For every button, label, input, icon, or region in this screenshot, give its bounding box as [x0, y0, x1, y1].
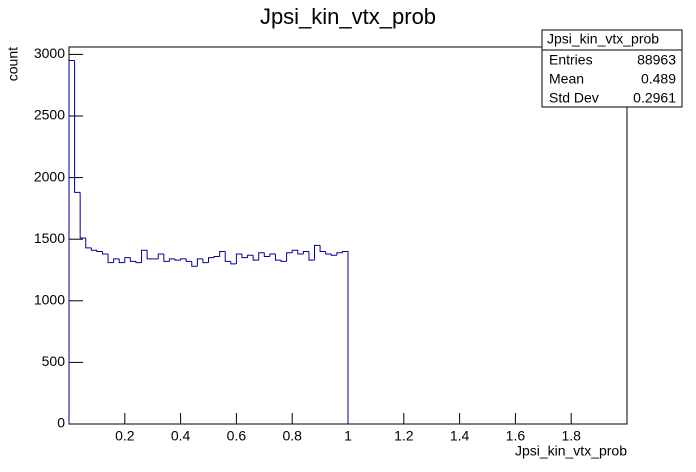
y-tick-label: 3000 — [34, 45, 65, 61]
histogram-bin — [90, 247, 97, 251]
x-tick-label: 0.6 — [227, 428, 247, 444]
histogram-bin — [185, 258, 192, 262]
stats-key: Std Dev — [549, 90, 599, 106]
histogram-bin — [107, 253, 114, 264]
chart-title: Jpsi_kin_vtx_prob — [260, 4, 436, 29]
histogram-bin — [79, 192, 86, 239]
histogram-bin — [146, 250, 153, 260]
histogram-bin — [157, 253, 164, 259]
histogram-bin — [291, 249, 298, 253]
histogram-bin — [141, 249, 148, 263]
y-tick-label: 1000 — [34, 292, 65, 308]
histogram-bin — [174, 258, 181, 261]
stats-key: Mean — [549, 71, 584, 87]
y-tick-label: 0 — [57, 415, 65, 431]
x-tick-label: 1.8 — [561, 428, 581, 444]
histogram-bin — [252, 255, 259, 261]
histogram-bin — [263, 252, 270, 257]
histogram-bin — [219, 251, 226, 257]
stats-box: Jpsi_kin_vtx_prob Entries 88963 Mean 0.4… — [541, 29, 683, 108]
histogram-bin — [118, 258, 125, 264]
histogram-bin — [85, 237, 92, 249]
x-tick-label: 1.4 — [450, 428, 470, 444]
histogram-bin — [180, 258, 187, 261]
histogram-bin — [135, 261, 142, 264]
x-axis-label: Jpsi_kin_vtx_prob — [515, 443, 627, 459]
histogram-bin — [129, 257, 136, 262]
histogram-bin — [241, 253, 248, 259]
stats-frame — [541, 29, 683, 108]
histogram-bin — [314, 244, 321, 261]
histogram-bin — [230, 261, 237, 265]
histogram-bin — [269, 253, 276, 257]
histogram-bin — [286, 252, 293, 262]
histogram-bin — [274, 253, 282, 261]
histogram-bin — [341, 251, 349, 424]
histogram-bin — [213, 255, 220, 258]
x-tick-label: 0.8 — [282, 428, 302, 444]
histogram-bin — [319, 245, 326, 253]
histogram-bin — [297, 250, 304, 255]
histogram-bin — [196, 258, 203, 267]
histogram-bin — [235, 253, 242, 264]
y-tick-label: 1500 — [34, 230, 65, 246]
x-tick-label: 0.2 — [115, 428, 135, 444]
histogram-bin — [247, 254, 254, 258]
y-axis-label: count — [5, 47, 21, 81]
histogram-bin — [168, 258, 176, 262]
histogram-bin — [96, 250, 103, 253]
x-tick-label: 1 — [344, 428, 352, 444]
histogram-bin — [74, 60, 81, 193]
stats-value: 0.2961 — [633, 90, 676, 106]
histogram-bin — [325, 251, 332, 255]
histogram-bin — [113, 258, 120, 263]
x-tick-label: 1.2 — [394, 428, 414, 444]
histogram-bin — [208, 257, 215, 263]
histogram-bin — [224, 251, 231, 262]
histogram-bin — [191, 261, 198, 267]
stats-key: Entries — [549, 52, 593, 68]
histogram-bin — [68, 60, 75, 424]
histogram-bin — [302, 251, 309, 254]
x-tick-label: 1.6 — [506, 428, 526, 444]
histogram-bin — [101, 251, 109, 255]
stats-title: Jpsi_kin_vtx_prob — [547, 31, 659, 47]
y-tick-label: 2000 — [34, 168, 65, 184]
histogram-bin — [124, 257, 131, 263]
stats-value: 0.489 — [641, 71, 676, 87]
histogram-bin — [336, 252, 343, 256]
histogram-bin — [280, 260, 287, 262]
x-tick-label: 0.4 — [171, 428, 191, 444]
histogram-bin — [330, 253, 337, 256]
stats-value: 88963 — [637, 52, 676, 68]
histogram-bin — [308, 251, 315, 261]
histogram-bin — [258, 252, 265, 261]
histogram-bin — [202, 258, 209, 264]
y-tick-label: 500 — [42, 353, 66, 369]
histogram-bin — [163, 253, 170, 262]
y-tick-label: 2500 — [34, 107, 65, 123]
